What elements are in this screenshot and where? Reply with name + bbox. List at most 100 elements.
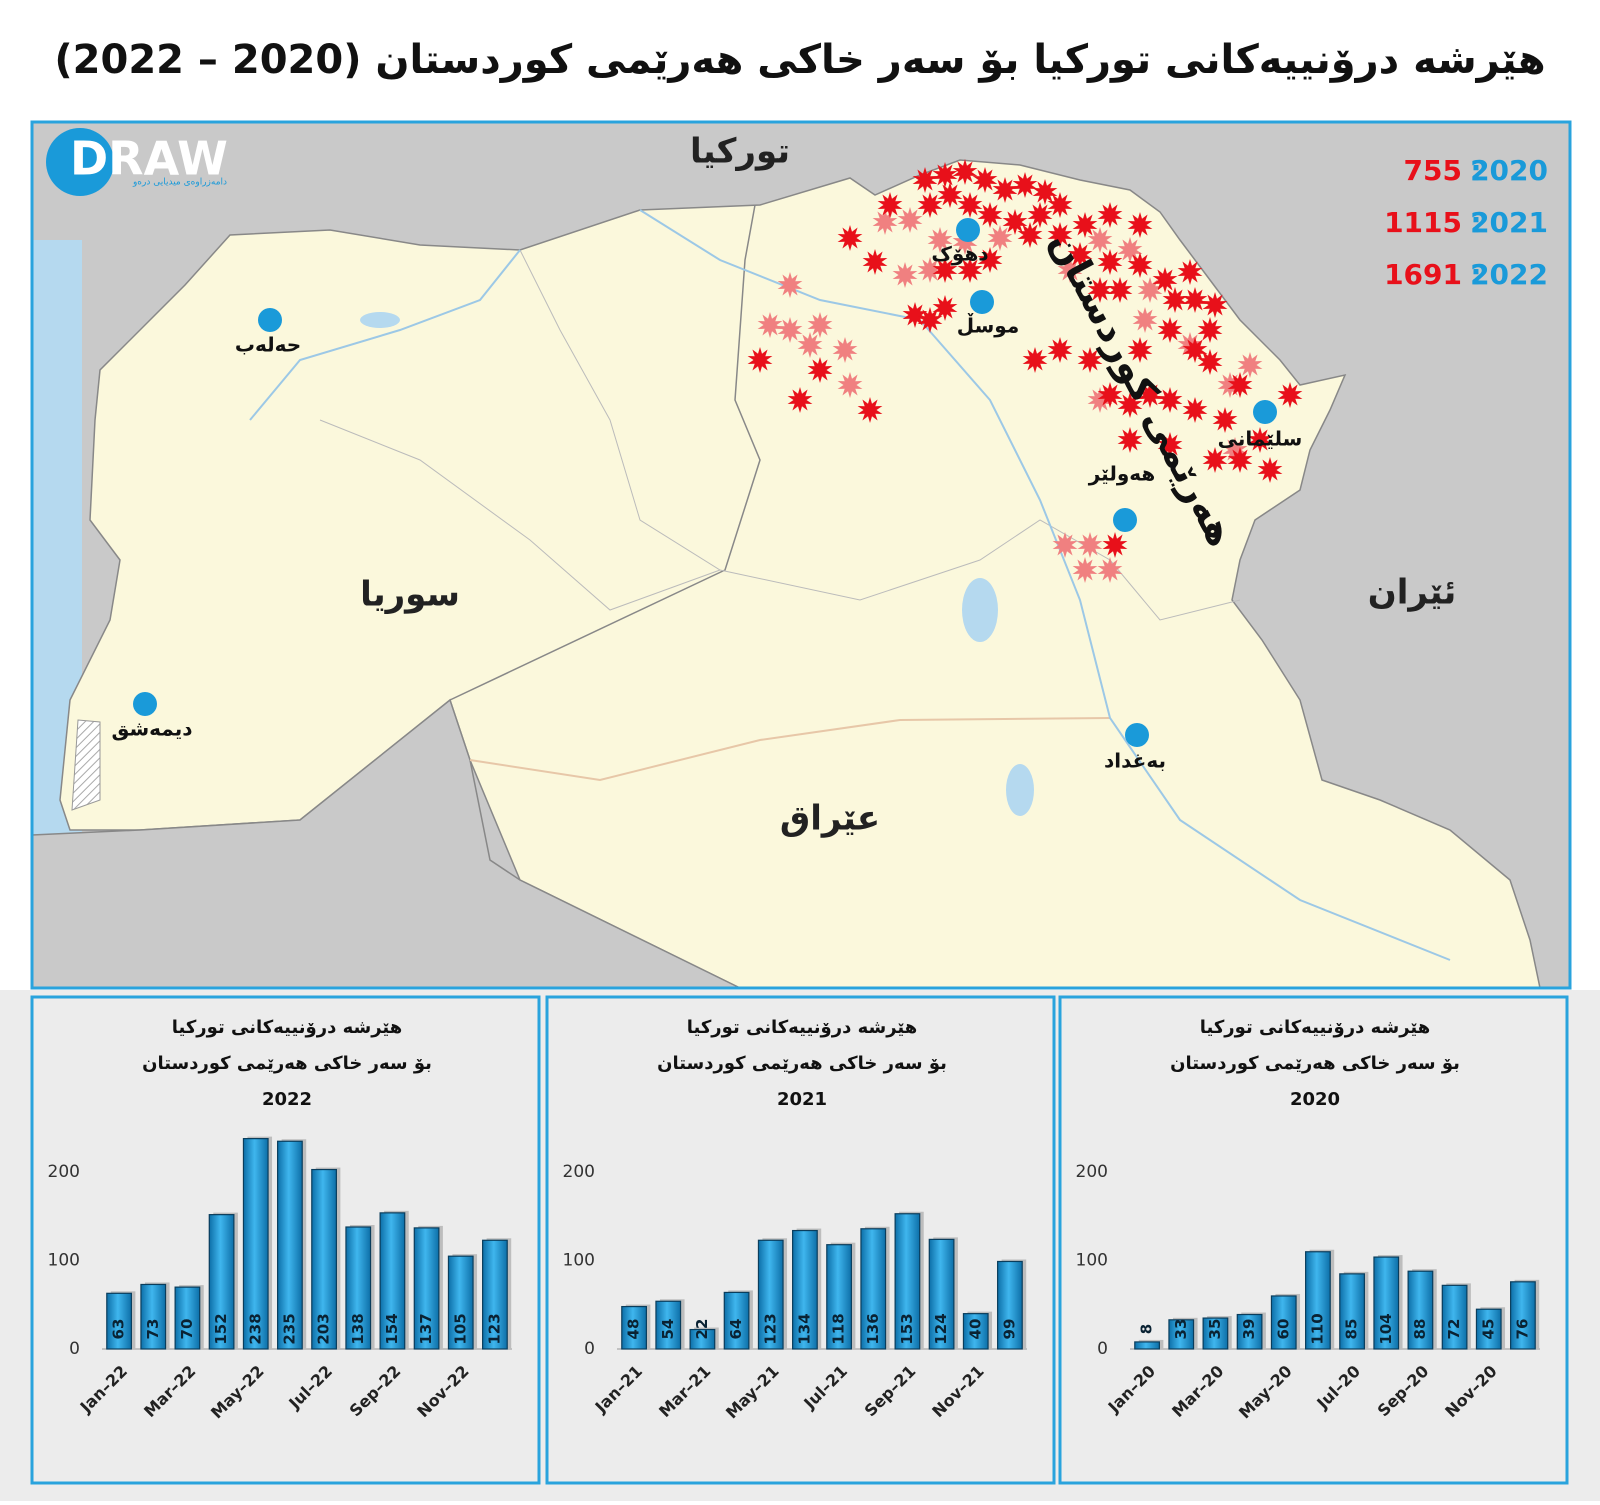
- strike-marker: [932, 257, 958, 283]
- cities: دهۆک موسڵ حەلەب سلێمانی هەولێر دیمەشق بەغداد: [111, 218, 1302, 773]
- bar: [997, 1260, 1023, 1350]
- bar: [894, 1213, 921, 1350]
- chart-frame: [1058, 995, 1569, 1485]
- bar-chart: هێرشە درۆنییەکانی تورکیا بۆ سەر خاکی هەرێ…: [30, 995, 541, 1485]
- strike-marker: [1087, 277, 1113, 303]
- strike-marker: [977, 202, 1003, 228]
- legend-count: 755: [1404, 154, 1462, 187]
- value-label: 136: [864, 1313, 882, 1344]
- strike-marker: [992, 177, 1018, 203]
- strike-marker: [877, 192, 903, 218]
- city-marker: [970, 290, 994, 314]
- strike-marker: [1072, 557, 1098, 583]
- strike-marker: [1067, 242, 1093, 268]
- value-label: 33: [1172, 1319, 1190, 1340]
- bar: [1236, 1313, 1263, 1350]
- logo-subtitle: دامەزراوەی میدیایی درەو: [132, 178, 227, 188]
- bar: [311, 1168, 337, 1350]
- value-label: 72: [1445, 1319, 1463, 1340]
- strike-marker: [932, 162, 958, 188]
- country-label: ئێران: [1368, 573, 1456, 613]
- value-label: 64: [727, 1319, 745, 1340]
- value-label: 40: [966, 1319, 984, 1340]
- value-label: 48: [625, 1319, 643, 1340]
- chart-title: 2020: [1290, 1089, 1340, 1110]
- strike-marker: [837, 372, 863, 398]
- strike-marker: [977, 247, 1003, 273]
- bar: [723, 1291, 750, 1350]
- strike-marker: [777, 317, 803, 343]
- city-label: سلێمانی: [1218, 427, 1303, 451]
- bar: [1339, 1273, 1365, 1350]
- bar: [1202, 1317, 1229, 1350]
- city-label: دهۆک: [931, 242, 988, 266]
- strike-marker: [837, 225, 863, 251]
- value-label: 60: [1274, 1319, 1292, 1340]
- bar: [655, 1300, 682, 1350]
- bar-chart: هێرشە درۆنییەکانی تورکیا بۆ سەر خاکی هەرێ…: [545, 995, 1056, 1485]
- strike-marker: [1202, 447, 1228, 473]
- value-label: 22: [693, 1319, 711, 1340]
- bar: [174, 1286, 201, 1350]
- value-label: 203: [315, 1313, 333, 1344]
- strike-marker: [747, 347, 773, 373]
- bar: [757, 1239, 784, 1350]
- legend-count: 1115: [1384, 206, 1462, 239]
- y-tick-label: 100: [48, 1251, 80, 1271]
- strike-marker: [1057, 257, 1083, 283]
- strike-marker: [957, 192, 983, 218]
- strike-marker: [1157, 317, 1183, 343]
- strike-marker: [1027, 202, 1053, 228]
- strike-marker: [957, 257, 983, 283]
- strike-marker: [1237, 352, 1263, 378]
- strike-marker: [1097, 249, 1123, 275]
- strike-marker: [1227, 372, 1253, 398]
- strike-marker: [1197, 317, 1223, 343]
- strike-marker: [917, 192, 943, 218]
- strike-marker: [1157, 387, 1183, 413]
- strike-marker: [857, 397, 883, 423]
- value-label: 99: [1000, 1319, 1018, 1340]
- city-marker: [1125, 723, 1149, 747]
- strike-marker: [1047, 192, 1073, 218]
- city-marker: [1253, 400, 1277, 424]
- strike-marker: [937, 182, 963, 208]
- river: [249, 249, 521, 421]
- legend-separator: :: [1470, 206, 1481, 239]
- chart-title: هێرشە درۆنییەکانی تورکیا: [172, 1017, 403, 1038]
- value-label: 85: [1343, 1319, 1361, 1340]
- strike-marker: [1202, 292, 1228, 318]
- road: [469, 717, 1111, 782]
- strike-marker: [1032, 179, 1058, 205]
- legend-year: 2020: [1470, 154, 1548, 187]
- strike-marker: [1047, 222, 1073, 248]
- value-label: 123: [761, 1313, 779, 1344]
- strike-marker: [862, 249, 888, 275]
- bar: [1441, 1284, 1468, 1350]
- strike-marker: [872, 209, 898, 235]
- chart-title: بۆ سەر خاکی هەرێمی کوردستان: [657, 1053, 947, 1074]
- lake: [962, 578, 998, 642]
- strike-marker: [1012, 172, 1038, 198]
- strike-marker: [1087, 227, 1113, 253]
- legend-separator: :: [1470, 258, 1481, 291]
- chart-title: 2022: [262, 1089, 312, 1110]
- syria-iraq-border: [449, 204, 761, 701]
- strike-marker: [787, 387, 813, 413]
- bar: [1475, 1308, 1502, 1350]
- city-marker: [133, 692, 157, 716]
- strike-marker: [1102, 532, 1128, 558]
- strike-marker: [1117, 427, 1143, 453]
- value-label: 124: [932, 1313, 950, 1344]
- bar: [689, 1328, 716, 1350]
- strike-marker: [1197, 349, 1223, 375]
- city-label: دیمەشق: [111, 717, 192, 741]
- y-tick-label: 200: [1076, 1162, 1108, 1182]
- strike-marker: [1177, 259, 1203, 285]
- bar: [208, 1214, 235, 1350]
- value-label: 110: [1308, 1313, 1326, 1344]
- y-tick-label: 0: [584, 1339, 595, 1359]
- bar: [1407, 1270, 1434, 1350]
- strike-marker: [1137, 382, 1163, 408]
- value-label: 54: [659, 1319, 677, 1340]
